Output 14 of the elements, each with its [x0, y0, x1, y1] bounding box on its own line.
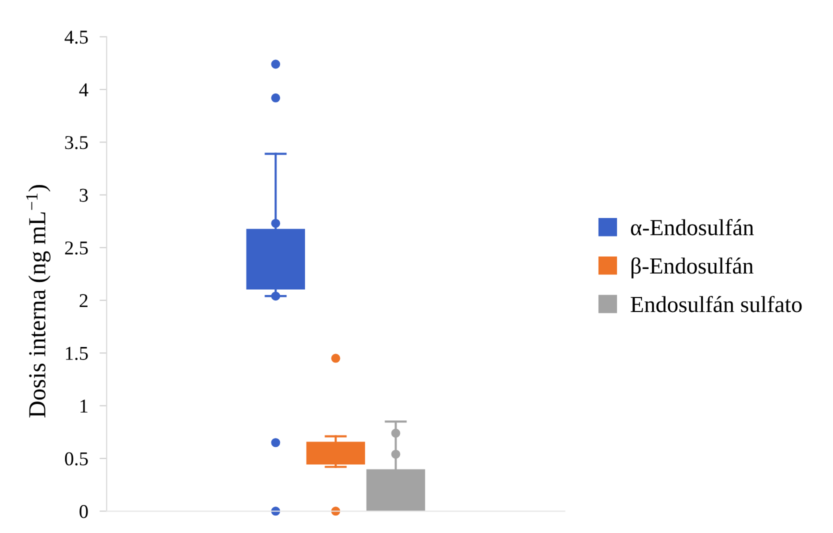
y-tick-label: 3 [80, 188, 88, 202]
y-tick-label: 4.5 [64, 30, 88, 44]
y-tick-label: 2 [80, 294, 88, 308]
y-axis-title: Dosis interna (ng mL$^{−1}$) [26, 185, 50, 418]
y-tick-label: 1.5 [66, 346, 88, 360]
legend-label: β-Endosulfán [632, 257, 754, 278]
legend-label: α-Endosulfán [630, 218, 754, 236]
y-tick-label: 4 [79, 83, 88, 96]
y-tick-label: 0.5 [65, 452, 88, 466]
y-tick-label: 1 [80, 400, 88, 412]
legend-label: Endosulfán sulfato [630, 296, 802, 312]
y-tick-label: 3.5 [65, 136, 88, 150]
y-tick-label: 2.5 [65, 241, 88, 255]
y-tick-label: 0 [80, 504, 88, 518]
